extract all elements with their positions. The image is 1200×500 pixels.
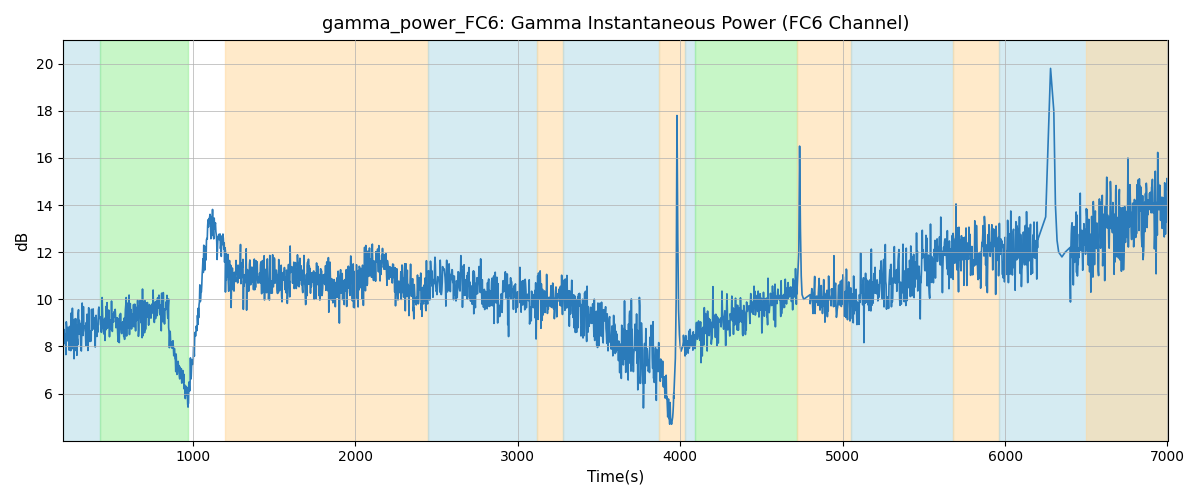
Bar (953, 40, 998, 440)
Bar (1086, 40, 1168, 440)
Bar (226, 40, 428, 440)
Bar (538, 40, 563, 440)
Title: gamma_power_FC6: Gamma Instantaneous Power (FC6 Channel): gamma_power_FC6: Gamma Instantaneous Pow… (322, 15, 910, 34)
Bar (797, 40, 851, 440)
Bar (659, 40, 685, 440)
Bar (851, 40, 953, 440)
Bar (101, 40, 188, 440)
Bar (563, 40, 659, 440)
Bar (685, 40, 695, 440)
X-axis label: Time(s): Time(s) (587, 470, 644, 485)
Bar (695, 40, 797, 440)
Bar (64, 40, 101, 440)
Bar (998, 40, 1168, 440)
Y-axis label: dB: dB (16, 230, 30, 250)
Bar (428, 40, 538, 440)
